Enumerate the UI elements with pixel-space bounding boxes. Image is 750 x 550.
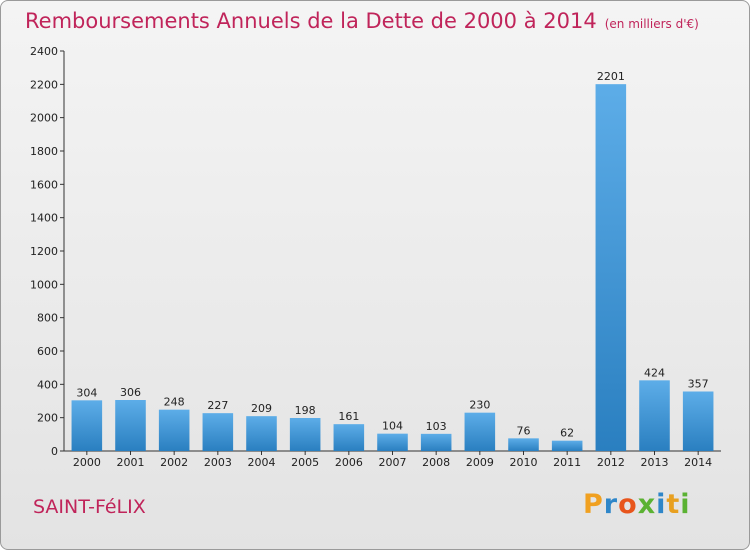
logo-letter: t bbox=[666, 489, 681, 520]
y-tick-label: 1400 bbox=[30, 212, 58, 225]
value-label-2002: 248 bbox=[164, 396, 185, 409]
bar-2013 bbox=[639, 380, 670, 451]
chart-bars: 304 306 248 227 209 198 161 104 103 230 76 62 2201 42… bbox=[71, 70, 714, 452]
proxiti-logo: Proxiti bbox=[583, 489, 691, 520]
x-tick-label-2013: 2013 bbox=[641, 456, 669, 469]
y-tick-label: 1600 bbox=[30, 178, 58, 191]
bar-2002 bbox=[158, 409, 190, 451]
logo-letter: i bbox=[680, 489, 691, 520]
value-label-2003: 227 bbox=[207, 399, 228, 412]
y-tick-label: 800 bbox=[37, 312, 58, 325]
value-label-2010: 76 bbox=[517, 424, 531, 437]
value-label-2004: 209 bbox=[251, 402, 272, 415]
bar-2012 bbox=[595, 84, 627, 452]
x-tick-label-2003: 2003 bbox=[204, 456, 232, 469]
bar-2007 bbox=[377, 433, 408, 451]
y-tick-label: 600 bbox=[37, 345, 58, 358]
value-label-2008: 103 bbox=[426, 420, 447, 433]
value-label-2007: 104 bbox=[382, 420, 403, 433]
logo-letter: i bbox=[656, 489, 667, 520]
x-tick-label-2014: 2014 bbox=[684, 456, 712, 469]
chart-title: Remboursements Annuels de la Dette de 20… bbox=[25, 9, 597, 33]
bar-2003 bbox=[202, 413, 234, 451]
x-tick-label-2004: 2004 bbox=[248, 456, 276, 469]
chart-axes: 0 200 400 600 800 1000 1200 1400 1600 1800 2000 220… bbox=[30, 45, 721, 469]
bar-2008 bbox=[420, 433, 452, 451]
y-tick-label: 0 bbox=[51, 445, 58, 458]
y-tick-label: 2400 bbox=[30, 45, 58, 58]
value-label-2012: 2201 bbox=[597, 70, 625, 83]
bar-2014 bbox=[682, 391, 714, 451]
x-tick-label-2012: 2012 bbox=[597, 456, 625, 469]
chart-subtitle: (en milliers d'€) bbox=[604, 17, 699, 31]
x-tick-label-2002: 2002 bbox=[160, 456, 188, 469]
value-label-2009: 230 bbox=[469, 399, 490, 412]
x-tick-label-2010: 2010 bbox=[510, 456, 538, 469]
value-label-2011: 62 bbox=[560, 427, 574, 440]
bar-2006 bbox=[333, 424, 365, 451]
y-tick-label: 2000 bbox=[30, 112, 58, 125]
logo-letter: o bbox=[618, 489, 638, 520]
bar-2005 bbox=[289, 418, 321, 451]
value-label-2005: 198 bbox=[295, 404, 316, 417]
y-tick-label: 1200 bbox=[30, 245, 58, 258]
y-tick-label: 200 bbox=[37, 412, 58, 425]
x-tick-label-2006: 2006 bbox=[335, 456, 363, 469]
value-label-2000: 304 bbox=[76, 386, 97, 399]
value-label-2014: 357 bbox=[688, 378, 709, 391]
x-tick-label-2005: 2005 bbox=[291, 456, 319, 469]
x-tick-label-2001: 2001 bbox=[117, 456, 145, 469]
commune-name: SAINT-FéLIX bbox=[33, 496, 146, 518]
bar-2010 bbox=[508, 438, 539, 451]
y-tick-label: 1000 bbox=[30, 278, 58, 291]
x-tick-label-2008: 2008 bbox=[422, 456, 450, 469]
bar-2011 bbox=[551, 440, 583, 451]
value-label-2001: 306 bbox=[120, 386, 141, 399]
title-row: Remboursements Annuels de la Dette de 20… bbox=[25, 9, 699, 33]
bar-2009 bbox=[464, 412, 496, 451]
bar-2000 bbox=[71, 400, 103, 451]
y-tick-label: 400 bbox=[37, 378, 58, 391]
bar-2004 bbox=[246, 416, 277, 451]
logo-letter: r bbox=[603, 489, 619, 520]
x-tick-label-2007: 2007 bbox=[379, 456, 407, 469]
logo-letter: x bbox=[637, 489, 657, 520]
y-tick-label: 1800 bbox=[30, 145, 58, 158]
x-tick-label-2009: 2009 bbox=[466, 456, 494, 469]
y-tick-label: 2200 bbox=[30, 78, 58, 91]
value-label-2013: 424 bbox=[644, 366, 665, 379]
value-label-2006: 161 bbox=[338, 410, 359, 423]
logo-letter: P bbox=[583, 489, 604, 520]
x-tick-label-2000: 2000 bbox=[73, 456, 101, 469]
bar-2001 bbox=[115, 400, 146, 451]
x-tick-label-2011: 2011 bbox=[553, 456, 581, 469]
